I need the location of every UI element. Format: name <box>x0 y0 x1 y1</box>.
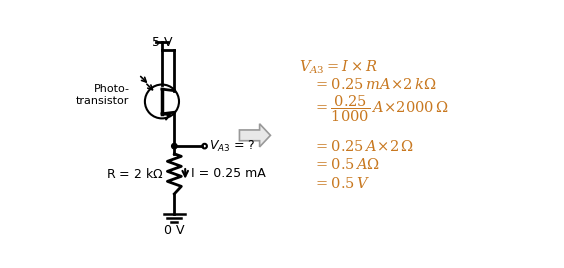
Text: $= 0.25\,A\!\times\!2\,\Omega$: $= 0.25\,A\!\times\!2\,\Omega$ <box>313 139 414 154</box>
Text: 0 V: 0 V <box>164 224 184 237</box>
Text: $= 0.5\,V$: $= 0.5\,V$ <box>313 176 370 191</box>
Text: $= 0.5\,A\Omega$: $= 0.5\,A\Omega$ <box>313 157 380 172</box>
Polygon shape <box>240 124 271 147</box>
Text: Photo-
transistor: Photo- transistor <box>76 84 129 106</box>
Text: $= 0.25\,mA\!\times\!2\,k\Omega$: $= 0.25\,mA\!\times\!2\,k\Omega$ <box>313 77 437 92</box>
Text: 5 V: 5 V <box>152 36 172 49</box>
Text: $V_{A3}$ = ?: $V_{A3}$ = ? <box>209 139 256 154</box>
Text: $V_{A3} = I \times R$: $V_{A3} = I \times R$ <box>299 58 378 76</box>
Text: I = 0.25 mA: I = 0.25 mA <box>191 167 266 180</box>
Circle shape <box>171 143 177 149</box>
Text: $=\dfrac{0.25}{1000}\,A\!\times\!2000\,\Omega$: $=\dfrac{0.25}{1000}\,A\!\times\!2000\,\… <box>313 94 449 124</box>
Text: R = 2 k$\Omega$: R = 2 k$\Omega$ <box>106 167 164 181</box>
